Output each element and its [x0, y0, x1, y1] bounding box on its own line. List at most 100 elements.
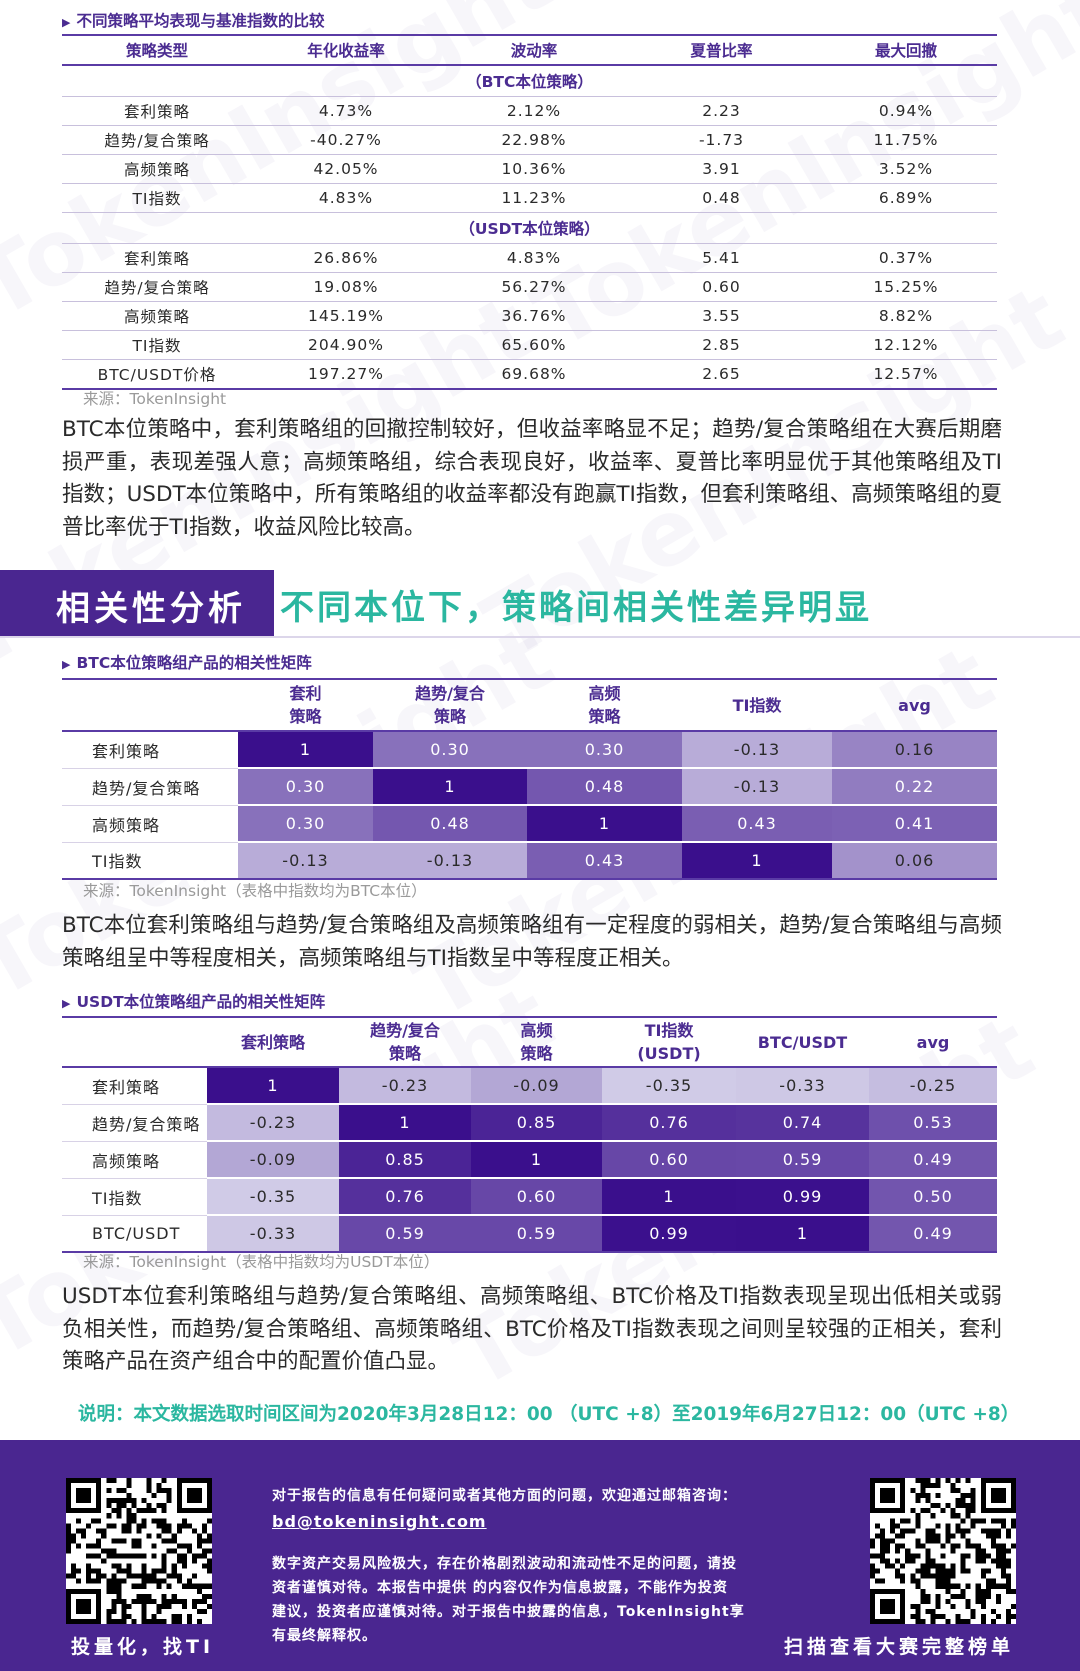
perf-header-cell: 最大回撤	[874, 42, 937, 60]
qr-module	[935, 1603, 941, 1609]
qr-module	[995, 1598, 1001, 1604]
qr-module	[116, 1568, 122, 1574]
qr-module	[1005, 1608, 1011, 1614]
matrix-row: 套利策略 1 0.30 0.30 -0.13 0.16	[62, 731, 997, 769]
qr-module	[131, 1513, 137, 1519]
qr-module	[925, 1478, 931, 1484]
qr-module	[171, 1618, 177, 1624]
matrix-row-label: 高频策略	[62, 805, 238, 843]
qr-module	[181, 1543, 187, 1549]
qr-module	[171, 1593, 177, 1599]
qr-module	[86, 1563, 92, 1569]
qr-module	[156, 1568, 162, 1574]
qr-module	[905, 1528, 911, 1534]
qr-module	[880, 1528, 886, 1534]
qr-module	[136, 1553, 142, 1559]
qr-module	[151, 1598, 157, 1604]
contact-email-link[interactable]: bd@tokeninsight.com	[272, 1512, 487, 1531]
qr-module	[910, 1553, 916, 1559]
qr-module	[201, 1593, 207, 1599]
qr-module	[201, 1598, 207, 1604]
qr-module	[930, 1528, 936, 1534]
matrix-header-line: 高频	[520, 1021, 553, 1040]
qr-module	[945, 1523, 951, 1529]
qr-module	[905, 1518, 911, 1524]
qr-module	[960, 1568, 966, 1574]
paragraph-2: BTC本位套利策略组与趋势/复合策略组及高频策略组有一定程度的弱相关，趋势/复合…	[62, 913, 1002, 971]
matrix-cell: 0.85	[471, 1104, 602, 1142]
table-cell: 3.91	[628, 154, 815, 184]
qr-module	[975, 1583, 981, 1589]
qr-module	[885, 1538, 891, 1544]
qr-module	[116, 1488, 122, 1494]
qr-module	[106, 1513, 112, 1519]
qr-module	[935, 1593, 941, 1599]
qr-module	[206, 1583, 212, 1589]
qr-module	[920, 1488, 926, 1494]
qr-module	[960, 1493, 966, 1499]
qr-module	[121, 1488, 127, 1494]
qr-module	[166, 1603, 172, 1609]
table-cell: 26.86%	[252, 243, 440, 273]
matrix-row: TI指数 -0.13 -0.13 0.43 1 0.06	[62, 842, 997, 880]
qr-module	[116, 1563, 122, 1569]
qr-code-left[interactable]	[66, 1478, 212, 1624]
qr-module	[950, 1583, 956, 1589]
qr-module	[955, 1478, 961, 1484]
qr-module	[96, 1543, 102, 1549]
qr-module	[975, 1588, 981, 1594]
qr-module	[980, 1548, 986, 1554]
table-cell: 145.19%	[252, 301, 440, 331]
qr-module	[1000, 1568, 1006, 1574]
matrix-header-line: TI指数	[644, 1021, 694, 1040]
qr-module	[910, 1558, 916, 1564]
qr-module	[121, 1603, 127, 1609]
qr-module	[945, 1538, 951, 1544]
qr-module	[186, 1523, 192, 1529]
qr-module	[146, 1593, 152, 1599]
qr-module	[151, 1553, 157, 1559]
qr-module	[176, 1613, 182, 1619]
qr-module	[166, 1493, 172, 1499]
qr-module	[930, 1618, 936, 1624]
qr-module	[880, 1548, 886, 1554]
qr-module	[171, 1538, 177, 1544]
btc-matrix-title-text: BTC本位策略组产品的相关性矩阵	[76, 654, 312, 672]
matrix-header-cell: avg	[869, 1017, 997, 1067]
qr-module	[870, 1568, 876, 1574]
qr-module	[181, 1603, 187, 1609]
qr-module	[201, 1583, 207, 1589]
qr-module	[201, 1608, 207, 1614]
qr-module	[920, 1568, 926, 1574]
qr-code-right[interactable]	[870, 1478, 1016, 1624]
qr-module	[141, 1613, 147, 1619]
qr-module	[935, 1533, 941, 1539]
qr-module	[86, 1553, 92, 1559]
qr-module	[141, 1573, 147, 1579]
qr-module	[990, 1518, 996, 1524]
qr-module	[76, 1578, 82, 1584]
qr-module	[121, 1578, 127, 1584]
matrix-header-line: 策略	[388, 1044, 421, 1063]
qr-module	[161, 1553, 167, 1559]
matrix-row: TI指数 -0.35 0.76 0.60 1 0.99 0.50	[62, 1178, 997, 1216]
qr-module	[990, 1583, 996, 1589]
matrix-row-label: 套利策略	[62, 731, 238, 769]
matrix-cell: 0.59	[736, 1141, 869, 1179]
qr-module	[156, 1503, 162, 1509]
qr-module	[1005, 1583, 1011, 1589]
table-cell: 4.83%	[252, 183, 440, 213]
qr-module	[116, 1538, 122, 1544]
qr-module	[171, 1533, 177, 1539]
qr-module	[106, 1588, 112, 1594]
matrix-row-label: TI指数	[62, 842, 238, 880]
qr-module	[86, 1578, 92, 1584]
qr-module	[935, 1538, 941, 1544]
qr-module	[146, 1508, 152, 1514]
qr-module	[910, 1613, 916, 1619]
qr-module	[106, 1548, 112, 1554]
qr-module	[945, 1533, 951, 1539]
paragraph-1: BTC本位策略中，套利策略组的回撤控制较好，但收益率略显不足；趋势/复合策略组在…	[62, 417, 1002, 540]
qr-module	[166, 1528, 172, 1534]
qr-module	[915, 1568, 921, 1574]
